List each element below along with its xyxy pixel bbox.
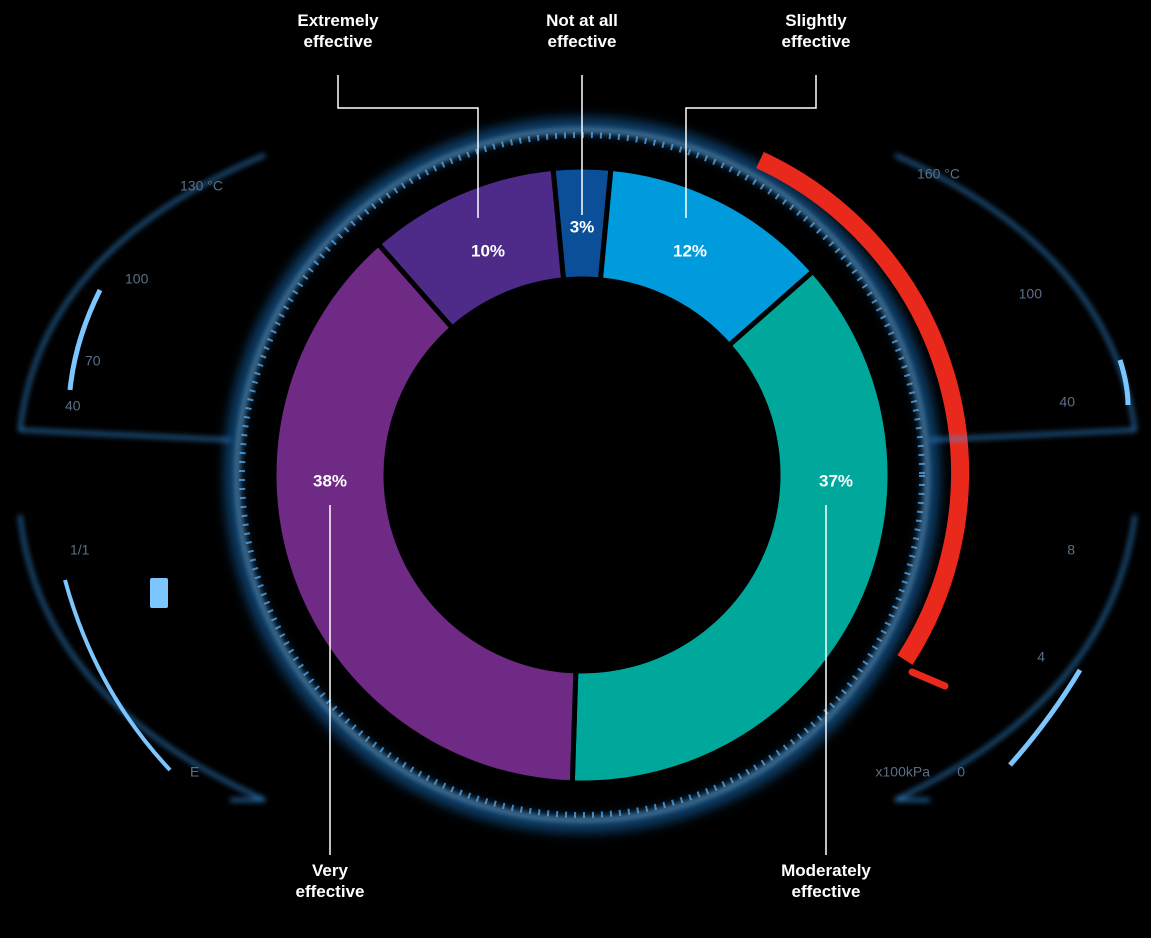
- gauge-label: E: [190, 764, 199, 780]
- value-label: 12%: [673, 241, 707, 260]
- donut: [271, 164, 893, 786]
- category-label: Extremely effective: [297, 11, 379, 51]
- value-label: 3%: [570, 217, 595, 236]
- value-label: 37%: [819, 471, 853, 490]
- gauge-label: 70: [85, 353, 101, 369]
- donut-segment: [374, 165, 567, 332]
- gauge-label: 1/1: [70, 542, 90, 558]
- gauge-label: 0: [957, 764, 965, 780]
- gauge-label: x100kPa: [876, 764, 931, 780]
- gauge-label: 40: [65, 398, 81, 414]
- gauge-label: 100: [125, 271, 149, 287]
- category-label: Not at all effective: [546, 11, 618, 51]
- donut-segment: [271, 240, 579, 786]
- gauge-label: 40: [1059, 394, 1075, 410]
- category-label: Slightly effective: [781, 11, 851, 51]
- donut-segment: [569, 267, 893, 786]
- gauge-label: 130 °C: [180, 178, 223, 194]
- gauge-label: 160 °C: [917, 166, 960, 182]
- category-label: Very effective: [295, 861, 365, 901]
- value-label: 38%: [313, 471, 347, 490]
- value-label: 10%: [471, 241, 505, 260]
- leader-lines: [329, 75, 827, 855]
- gauge-label: 4: [1037, 649, 1045, 665]
- gauge-label: 100: [1019, 286, 1043, 302]
- category-label: Moderately effective: [781, 861, 871, 901]
- gauge-label: 8: [1067, 542, 1075, 558]
